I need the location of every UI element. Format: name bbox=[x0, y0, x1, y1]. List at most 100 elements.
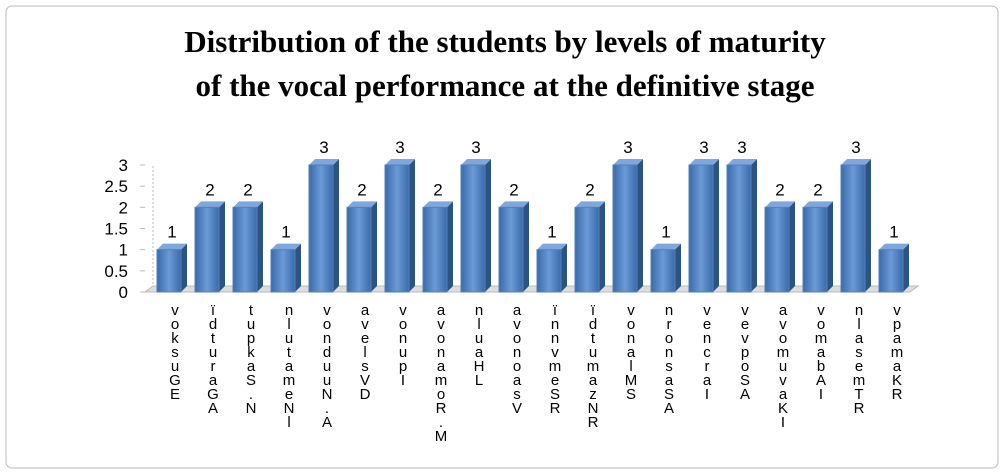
bar-side bbox=[865, 159, 871, 292]
data-label: 3 bbox=[623, 138, 632, 157]
data-label: 3 bbox=[699, 138, 708, 157]
bar-side bbox=[523, 201, 529, 292]
bar bbox=[688, 164, 714, 293]
bar-top bbox=[423, 201, 453, 208]
bar bbox=[612, 164, 638, 293]
x-tick-label: nluaHL bbox=[471, 302, 488, 386]
bar-side bbox=[789, 201, 795, 292]
x-tick-label: ïdtumazNR bbox=[585, 302, 602, 428]
data-label: 2 bbox=[205, 180, 214, 199]
bar-side bbox=[219, 201, 225, 292]
x-tick-label: ïnnvmeSR bbox=[547, 302, 564, 414]
y-tick-label: 0 bbox=[119, 283, 128, 302]
bar-top bbox=[347, 201, 377, 208]
bar-top bbox=[157, 243, 187, 250]
data-label: 1 bbox=[661, 223, 670, 242]
bar bbox=[802, 206, 828, 293]
data-label: 1 bbox=[889, 223, 898, 242]
x-tick-label: avomuvaKI bbox=[775, 302, 792, 428]
bar-top bbox=[765, 201, 795, 208]
y-tick-label: 2 bbox=[119, 198, 128, 217]
bar bbox=[574, 206, 600, 293]
bar-side bbox=[903, 243, 909, 292]
bar-side bbox=[675, 243, 681, 292]
bar-side bbox=[751, 159, 757, 292]
x-tick-label: voksuGE bbox=[167, 302, 184, 400]
x-tick-label: nronsaSA bbox=[661, 302, 678, 414]
data-label: 3 bbox=[319, 138, 328, 157]
bar-top bbox=[879, 243, 909, 250]
data-label: 2 bbox=[509, 180, 518, 199]
x-tick-label: vevpoSA bbox=[737, 302, 754, 400]
bar-top bbox=[271, 243, 301, 250]
bar bbox=[232, 206, 258, 293]
data-label: 2 bbox=[243, 180, 252, 199]
data-label: 3 bbox=[471, 138, 480, 157]
bar bbox=[650, 249, 676, 293]
bar bbox=[460, 164, 486, 293]
bar bbox=[536, 249, 562, 293]
bar-top bbox=[385, 159, 415, 165]
x-tick-label: vonupI bbox=[395, 302, 412, 386]
x-tick-label: nlasemTR bbox=[851, 302, 868, 414]
bar-side bbox=[713, 159, 719, 292]
bar-side bbox=[409, 159, 415, 292]
x-tick-label: vencraI bbox=[699, 302, 716, 400]
bar-top bbox=[195, 201, 225, 208]
x-tick-label: ïdturaGA bbox=[205, 302, 222, 414]
data-label: 2 bbox=[813, 180, 822, 199]
bar-top bbox=[575, 201, 605, 208]
x-tick-label: vomabAI bbox=[813, 302, 830, 400]
x-tick-label: vonalMS bbox=[623, 302, 640, 400]
y-tick-label: 3 bbox=[119, 156, 128, 175]
data-label: 3 bbox=[737, 138, 746, 157]
data-label: 2 bbox=[775, 180, 784, 199]
bar-side bbox=[447, 201, 453, 292]
bar bbox=[726, 164, 752, 293]
bar-side bbox=[371, 201, 377, 292]
bar-side bbox=[561, 243, 567, 292]
y-tick-label: 2.5 bbox=[104, 177, 128, 196]
x-tick-label: avelsVD bbox=[357, 302, 374, 400]
bar-top bbox=[803, 201, 833, 208]
bar-side bbox=[485, 159, 491, 292]
bar-top bbox=[499, 201, 529, 208]
bar bbox=[840, 164, 866, 293]
x-tick-label: avonamoR.M bbox=[433, 302, 450, 442]
chart-title: Distribution of the students by levels o… bbox=[184, 24, 826, 59]
bar bbox=[384, 164, 410, 293]
bar-side bbox=[181, 243, 187, 292]
bar-side bbox=[295, 243, 301, 292]
data-label: 2 bbox=[357, 180, 366, 199]
chart-title: of the vocal performance at the definiti… bbox=[196, 68, 815, 103]
x-tick-label: vonduuN.A bbox=[319, 302, 336, 428]
data-label: 2 bbox=[585, 180, 594, 199]
data-label: 2 bbox=[433, 180, 442, 199]
bar-side bbox=[599, 201, 605, 292]
x-tick-label: nlutameNl bbox=[281, 302, 298, 428]
bar-top bbox=[613, 159, 643, 165]
bar-side bbox=[827, 201, 833, 292]
bar bbox=[346, 206, 372, 293]
x-tick-label: tupkaS.N bbox=[243, 302, 260, 414]
bar bbox=[422, 206, 448, 293]
bar-top bbox=[651, 243, 681, 250]
bar-top bbox=[233, 201, 263, 208]
bar-top bbox=[461, 159, 491, 165]
data-label: 1 bbox=[281, 223, 290, 242]
bar bbox=[878, 249, 904, 293]
bar-side bbox=[333, 159, 339, 292]
y-tick-label: 1 bbox=[119, 241, 128, 260]
bar bbox=[764, 206, 790, 293]
y-tick-label: 1.5 bbox=[104, 220, 128, 239]
x-tick-label: vpamaKR bbox=[889, 302, 906, 400]
bar bbox=[194, 206, 220, 293]
bar-side bbox=[257, 201, 263, 292]
bar-top bbox=[537, 243, 567, 250]
bar-top bbox=[689, 159, 719, 165]
data-label: 1 bbox=[547, 223, 556, 242]
x-tick-label: avonoasV bbox=[509, 302, 526, 414]
bar bbox=[270, 249, 296, 293]
bar-top bbox=[309, 159, 339, 165]
